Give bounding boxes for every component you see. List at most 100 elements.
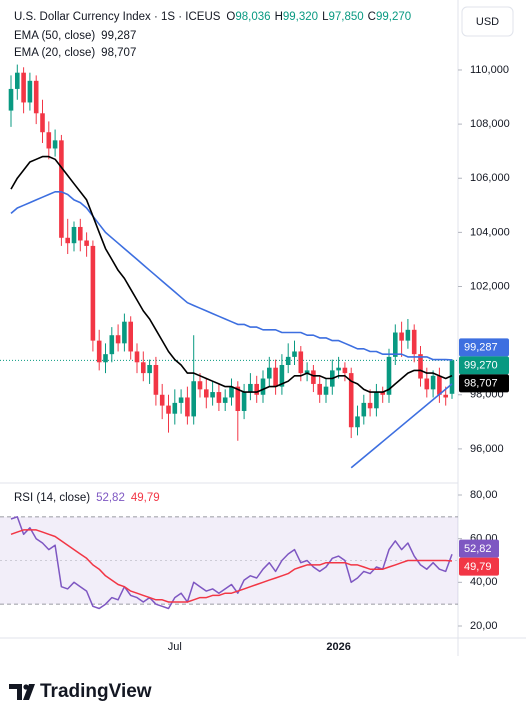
candle-body <box>386 356 392 395</box>
rsi-badge-label: 52,82 <box>464 543 492 555</box>
price-badge-label: 99,270 <box>464 360 498 372</box>
candle-body <box>84 240 89 246</box>
candle-body <box>430 375 436 390</box>
candle-body <box>134 351 140 363</box>
candle-body <box>59 140 64 238</box>
candle-body <box>71 226 77 244</box>
candle-body <box>141 362 146 374</box>
rsi-line <box>10 529 453 603</box>
candle-body <box>317 383 322 395</box>
indicator-name: EMA (20, close) <box>14 47 95 59</box>
candle-body <box>197 381 203 390</box>
rsi-tick-label: 40,00 <box>470 576 498 588</box>
indicator-value: 98,707 <box>101 47 136 59</box>
candle-body <box>393 332 398 357</box>
ohlc-value: 99,270 <box>376 11 411 23</box>
x-tick-label: Jul <box>168 641 182 653</box>
candle-body <box>348 373 354 428</box>
candle-body <box>267 367 272 379</box>
candle-body <box>374 392 379 409</box>
candle-body <box>405 329 411 341</box>
y-tick-label: 108,000 <box>470 118 510 130</box>
logo-icon <box>9 684 35 700</box>
candle-body <box>336 367 341 371</box>
candle-body <box>304 370 310 374</box>
y-tick-label: 106,000 <box>470 172 510 184</box>
candle-body <box>210 392 215 398</box>
rsi-legend-value: 52,82 <box>96 492 125 504</box>
price-badge-label: 98,707 <box>464 378 498 390</box>
candle-body <box>153 364 159 395</box>
candle-body <box>222 397 228 403</box>
ohlc-letter: L <box>322 11 329 23</box>
indicator-name: EMA (50, close) <box>14 30 95 42</box>
x-tick-label: 2026 <box>326 641 350 653</box>
candle-body <box>172 402 178 414</box>
candle-body <box>418 354 423 379</box>
rsi-band <box>0 516 458 605</box>
rsi-name: RSI (14, close) <box>14 492 90 504</box>
candle-body <box>52 140 58 149</box>
ohlc-letter: C <box>368 11 376 23</box>
candle-body <box>178 397 184 403</box>
candle-body <box>185 397 190 417</box>
price-badge <box>459 356 509 375</box>
candle-body <box>367 402 373 409</box>
candle-body <box>241 392 247 412</box>
candle-body <box>285 356 291 365</box>
chart-title: U.S. Dollar Currency Index · 1S · ICEUS O… <box>14 11 411 23</box>
ohlc-letter: O <box>226 11 235 23</box>
price-badge <box>459 374 509 393</box>
candle-body <box>399 332 404 341</box>
candle-body <box>128 321 133 352</box>
candle-body <box>159 394 165 406</box>
ohlc-value: 97,850 <box>328 11 363 23</box>
price-pane <box>0 64 458 469</box>
candle-body <box>46 132 52 149</box>
y-tick-label: 104,000 <box>470 226 510 238</box>
candle-body <box>40 113 45 133</box>
indicator-legend: EMA (20, close) 98,707 <box>14 47 136 59</box>
candle-body <box>342 367 348 374</box>
candle-body <box>109 335 115 355</box>
rsi-legend: RSI (14, close) 52,82 49,79 <box>14 492 160 504</box>
currency-box <box>461 6 514 37</box>
candle-body <box>424 378 430 390</box>
candle-body <box>33 80 39 114</box>
rsi-badge <box>459 539 499 558</box>
candle-body <box>191 381 196 417</box>
candle-body <box>235 386 241 412</box>
candle-body <box>437 375 442 395</box>
candle-body <box>260 378 266 395</box>
rsi-line <box>10 516 453 610</box>
candle-body <box>355 416 360 428</box>
candle-body <box>115 335 121 344</box>
candle-body <box>216 392 222 403</box>
ohlc-value: 99,320 <box>283 11 318 23</box>
candle-body <box>122 321 127 344</box>
candle-body <box>15 72 20 89</box>
trendline <box>350 383 453 469</box>
ohlc-letter: H <box>275 11 283 23</box>
rsi-tick-label: 80,00 <box>470 489 498 501</box>
candle-body <box>292 351 297 357</box>
rsi-badge-label: 49,79 <box>464 561 492 573</box>
indicator-legend: EMA (50, close) 99,287 <box>14 30 136 42</box>
candle-body <box>254 383 259 395</box>
candle-body <box>298 351 304 374</box>
y-tick-label: 96,000 <box>470 443 504 455</box>
logo-text: TradingView <box>40 681 152 702</box>
candle-body <box>361 402 367 417</box>
candle-body <box>380 392 385 395</box>
candle-body <box>204 389 209 398</box>
candle-body <box>311 370 316 384</box>
candle-body <box>96 340 102 363</box>
candle-body <box>248 383 253 393</box>
candle-body <box>411 329 417 355</box>
y-tick-label: 110,000 <box>470 64 509 76</box>
price-badge <box>459 338 509 357</box>
candle-body <box>78 226 83 241</box>
candle-body <box>21 72 26 103</box>
